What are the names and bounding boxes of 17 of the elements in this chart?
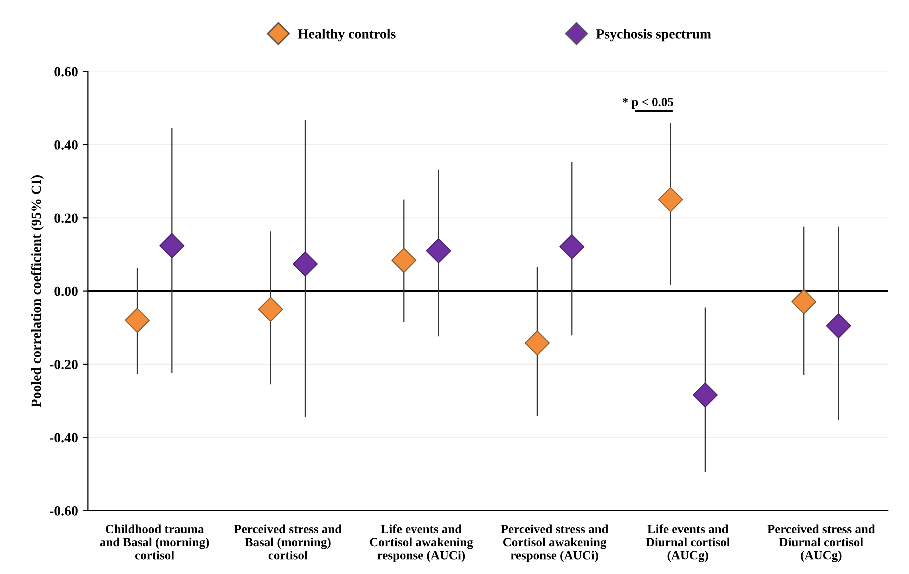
x-tick-label: Childhood trauma and Basal (morning) cortisol <box>100 524 210 560</box>
legend-label: Healthy controls <box>298 29 396 42</box>
y-tick-label: 0.20 <box>54 214 78 224</box>
y-tick-label: 0.40 <box>54 140 78 150</box>
y-tick-label: 0.00 <box>54 286 78 296</box>
y-axis-title: Pooled correlation coefficient (95% CI) <box>31 176 44 408</box>
y-tick-label: -0.20 <box>50 360 78 370</box>
y-tick-label: -0.60 <box>50 506 78 516</box>
y-tick-label: 0.60 <box>54 67 78 77</box>
x-tick-label: Life events and Cortisol awakening response (AUCi) <box>370 524 474 562</box>
legend-label: Psychosis spectrum <box>596 29 712 42</box>
y-tick-label: -0.40 <box>50 433 78 443</box>
x-tick-label: Perceived stress and Diurnal cortisol (AUCg) <box>768 524 876 562</box>
x-tick-label: Perceived stress and Cortisol awakening response (AUCi) <box>501 524 609 562</box>
annotation: * p < 0.05 <box>622 98 674 110</box>
x-tick-label: Perceived stress and Basal (morning) cortisol <box>234 524 342 560</box>
x-tick-label: Life events and Diurnal cortisol (AUCg) <box>646 524 730 562</box>
